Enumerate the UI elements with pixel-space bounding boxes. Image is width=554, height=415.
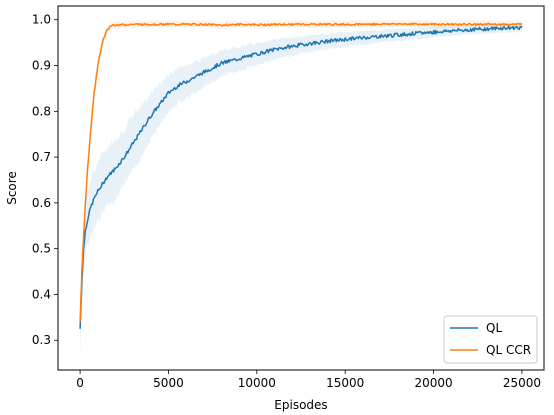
series-line-ql [79,25,523,329]
x-tick-label: 15000 [326,376,364,390]
y-axis-ticks: 0.3 0.4 0.5 0.6 0.7 0.8 0.9 1.0 [32,13,58,347]
band-ql [80,22,522,355]
y-tick-label: 0.8 [32,104,51,118]
x-axis-label: Episodes [274,398,327,412]
x-tick-label: 10000 [238,376,276,390]
y-axis-label: Score [5,171,19,205]
y-tick-label: 0.9 [32,59,51,73]
y-tick-label: 0.5 [32,242,51,256]
x-tick-label: 0 [76,376,84,390]
x-tick-label: 5000 [153,376,184,390]
y-tick-label: 0.3 [32,333,51,347]
legend-label-ql: QL [486,321,502,335]
x-tick-label: 25000 [503,376,541,390]
y-tick-label: 0.6 [32,196,51,210]
y-tick-label: 0.7 [32,150,51,164]
legend: QL QL CCR [443,315,538,364]
legend-label-ql-ccr: QL CCR [486,343,531,357]
plot-frame [57,5,545,371]
y-tick-label: 0.4 [32,287,51,301]
confidence-bands [80,19,522,355]
series-lines [79,22,523,329]
band-ql-ccr [80,19,522,333]
y-tick-label: 1.0 [32,13,51,27]
x-tick-label: 20000 [414,376,452,390]
series-line-ql-ccr [79,22,523,323]
x-axis-ticks: 0 5000 10000 15000 20000 25000 [76,370,541,390]
